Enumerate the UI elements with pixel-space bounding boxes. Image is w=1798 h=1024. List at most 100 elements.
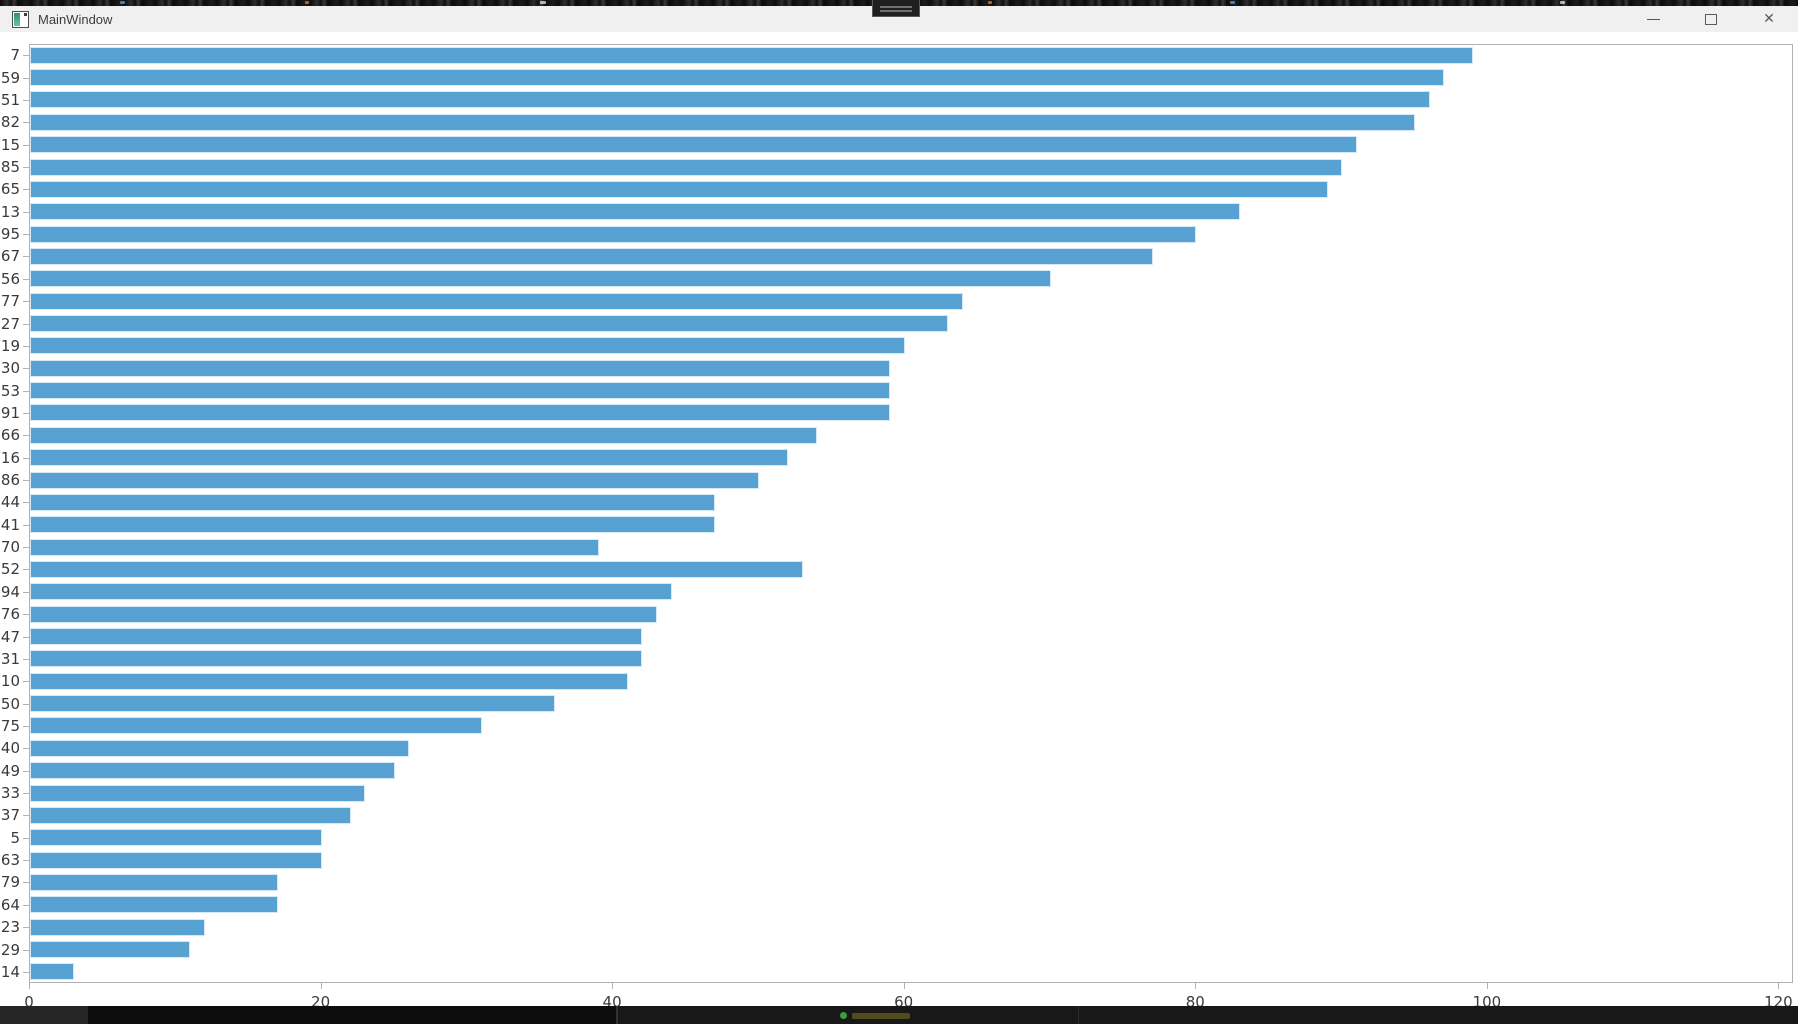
window-controls: ✕ (1624, 6, 1798, 32)
y-tick-label: 33 (0, 784, 20, 802)
y-tick-label: 19 (0, 336, 20, 355)
main-window: MainWindow ✕ 7 59 51 82 15 85 65 13 95 67 56 77 27 19… (0, 6, 1798, 1011)
y-tick-label: 66 (0, 426, 20, 445)
maximize-icon (1705, 13, 1717, 25)
x-tick-mark (29, 983, 30, 989)
bar (30, 46, 1474, 64)
y-tick-label: 65 (0, 180, 20, 199)
y-tick-label: 27 (0, 314, 20, 333)
y-tick-label: 41 (0, 515, 20, 534)
minimize-button[interactable] (1624, 6, 1682, 32)
y-tick-mark (23, 725, 29, 727)
y-tick-label: 10 (0, 672, 20, 691)
bar (30, 873, 278, 891)
bar (30, 650, 643, 668)
y-tick-mark (23, 189, 29, 191)
handle-line (880, 6, 912, 8)
y-tick-label: 85 (0, 158, 20, 176)
status-text-blob (852, 1013, 910, 1019)
bar (30, 471, 759, 489)
y-tick-label: 49 (0, 761, 20, 780)
y-tick-label: 30 (0, 359, 20, 378)
y-tick-mark (23, 770, 29, 772)
bar (30, 896, 278, 914)
y-tick-mark (23, 368, 29, 370)
y-tick-label: 67 (0, 247, 20, 266)
y-tick-mark (23, 636, 29, 638)
y-tick-label: 63 (0, 851, 20, 869)
hidden-panel-handle[interactable] (872, 0, 920, 17)
bar (30, 225, 1197, 243)
y-tick-label: 31 (0, 649, 20, 668)
y-tick-mark (23, 457, 29, 459)
y-tick-label: 16 (0, 448, 20, 467)
y-tick-mark (23, 547, 29, 548)
y-tick-mark (23, 234, 29, 235)
y-tick-label: 29 (0, 940, 20, 959)
y-tick-label: 47 (0, 627, 20, 646)
y-tick-mark (23, 793, 29, 794)
y-tick-label: 15 (0, 135, 20, 154)
bar (30, 136, 1357, 154)
y-tick-mark (23, 815, 29, 817)
y-tick-mark (23, 748, 29, 750)
y-tick-mark (23, 211, 29, 213)
bar (30, 426, 818, 444)
y-tick-mark (23, 480, 29, 481)
y-tick-mark (23, 860, 29, 861)
bar (30, 672, 628, 690)
status-dot-icon (840, 1012, 847, 1019)
y-tick-label: 23 (0, 918, 20, 937)
bar-chart: 7 59 51 82 15 85 65 13 95 67 56 77 27 19 30 53 91 66 16 86 4… (0, 32, 1798, 1011)
close-icon: ✕ (1763, 11, 1775, 27)
y-tick-label: 82 (0, 113, 20, 132)
bar (30, 806, 351, 824)
close-button[interactable]: ✕ (1740, 6, 1798, 32)
bar (30, 91, 1430, 109)
y-tick-mark (23, 278, 29, 280)
bar (30, 941, 191, 958)
y-tick-mark (23, 904, 29, 906)
bar (30, 605, 657, 623)
y-tick-label: 75 (0, 716, 20, 735)
bar (30, 739, 409, 757)
bar (30, 337, 905, 355)
x-tick-label: 0 (24, 993, 34, 1011)
x-tick-mark (320, 983, 322, 989)
speck (1230, 1, 1235, 4)
bar (30, 449, 789, 467)
bar (30, 963, 74, 981)
y-tick-mark (23, 77, 29, 79)
maximize-button[interactable] (1682, 6, 1740, 32)
y-tick-label: 95 (0, 225, 20, 243)
bar (30, 404, 891, 422)
y-tick-label: 77 (0, 292, 20, 311)
plot-frame (29, 44, 1793, 983)
taskbar-segment (88, 1006, 616, 1024)
y-tick-label: 40 (0, 739, 20, 758)
y-tick-mark (23, 949, 29, 951)
y-tick-label: 50 (0, 694, 20, 713)
y-tick-mark (23, 927, 29, 929)
y-tick-label: 5 (10, 828, 20, 847)
y-tick-label: 70 (0, 538, 20, 556)
y-tick-mark (23, 412, 29, 414)
y-tick-mark (23, 882, 29, 884)
bar (30, 315, 949, 332)
taskbar-segment (0, 1006, 88, 1024)
bar (30, 247, 1153, 265)
y-tick-label: 56 (0, 269, 20, 288)
taskbar-divider (616, 1006, 618, 1024)
bar (30, 851, 322, 869)
y-tick-mark (23, 144, 29, 146)
bar (30, 695, 555, 712)
bar (30, 270, 1051, 288)
bar (30, 158, 1343, 176)
y-tick-label: 37 (0, 806, 20, 825)
y-tick-mark (23, 256, 29, 258)
taskbar-segment (618, 1006, 1798, 1024)
y-tick-mark (23, 614, 29, 616)
y-tick-mark (23, 390, 29, 392)
bar (30, 918, 205, 936)
